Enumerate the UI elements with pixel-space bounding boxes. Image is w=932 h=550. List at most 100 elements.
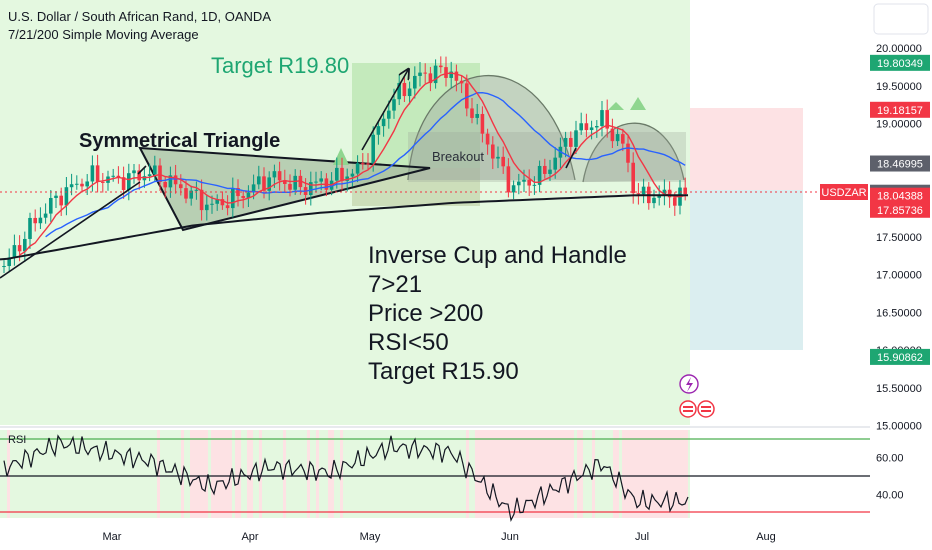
candle-body bbox=[491, 144, 495, 159]
flag-stripe-icon-3 bbox=[701, 406, 711, 408]
sma200-line bbox=[0, 194, 688, 261]
candle-body bbox=[589, 127, 594, 131]
price-badge-level bbox=[870, 155, 930, 172]
candle-body bbox=[454, 71, 459, 81]
time-tick-label: Apr bbox=[241, 531, 258, 543]
candle-body bbox=[64, 187, 69, 206]
candle-body bbox=[153, 165, 157, 175]
candle-body bbox=[413, 75, 417, 89]
neckline-band bbox=[408, 132, 686, 182]
candle-body bbox=[439, 65, 443, 68]
profit-target-zone bbox=[690, 190, 803, 350]
candle-body bbox=[366, 163, 370, 165]
price-tick-label: 17.50000 bbox=[876, 232, 922, 244]
candle-body bbox=[12, 245, 17, 258]
note-line-2: 7>21 bbox=[368, 271, 422, 298]
candle-body bbox=[33, 217, 37, 224]
flag-stripe-icon bbox=[683, 406, 693, 408]
candle-body bbox=[283, 180, 287, 184]
candle-body bbox=[543, 165, 547, 174]
note-line-4: RSI<50 bbox=[368, 329, 449, 356]
candle-body bbox=[147, 174, 152, 177]
candle-body bbox=[246, 192, 251, 198]
candle-body bbox=[314, 181, 318, 183]
candle-body bbox=[641, 186, 646, 195]
candle-body bbox=[407, 88, 412, 97]
candle-body bbox=[7, 257, 11, 267]
candle-body bbox=[132, 170, 136, 174]
candle-body bbox=[537, 165, 542, 185]
rsi-tick-label: 60.00 bbox=[876, 453, 904, 465]
price-badge-label: 18.46995 bbox=[877, 159, 923, 171]
candle-body bbox=[506, 166, 511, 193]
candle-body bbox=[49, 197, 53, 214]
handle-peak-marker-2 bbox=[630, 97, 646, 110]
candle-body bbox=[257, 176, 261, 185]
candle-body bbox=[335, 167, 339, 181]
candle-body bbox=[210, 203, 214, 205]
candle-body bbox=[631, 162, 635, 194]
candle-body bbox=[179, 184, 183, 189]
price-tick-label: 20.00000 bbox=[876, 43, 922, 55]
price-tick-label: 16.50000 bbox=[876, 307, 922, 319]
chart-title: U.S. Dollar / South African Rand, 1D, OA… bbox=[8, 9, 271, 24]
uptrend-line bbox=[0, 181, 141, 279]
price-badge-label: 18.04388 bbox=[877, 191, 923, 203]
candle-body bbox=[173, 175, 178, 185]
note-line-3: Price >200 bbox=[368, 300, 483, 327]
candle-body bbox=[569, 137, 573, 147]
flag-stripe-icon-4 bbox=[701, 410, 711, 412]
candle-body bbox=[262, 176, 266, 191]
candle-body bbox=[189, 190, 193, 199]
price-axis: 20.0000019.5000019.0000018.5000018.00000… bbox=[876, 43, 922, 433]
inverse-cup-shape bbox=[408, 75, 575, 180]
rsi-bearish-band bbox=[613, 430, 619, 518]
candle-body bbox=[465, 83, 469, 109]
candle-body bbox=[511, 185, 516, 193]
candle-body bbox=[69, 184, 74, 188]
candle-body bbox=[236, 188, 240, 197]
price-badge-label: 19.80349 bbox=[877, 58, 923, 70]
candle-body bbox=[267, 177, 271, 191]
candle-body bbox=[111, 175, 115, 177]
breakout-label: Breakout bbox=[432, 149, 484, 164]
candle-body bbox=[90, 165, 95, 182]
candle-body bbox=[387, 110, 391, 119]
candle-body bbox=[199, 189, 204, 211]
chart-settings-widget[interactable] bbox=[873, 3, 929, 35]
price-badges: 19.8034919.1815718.4699518.0832718.04388… bbox=[870, 54, 930, 365]
rsi-bearish-band bbox=[577, 430, 583, 518]
time-axis: Mar Apr May Jun Jul Aug bbox=[103, 531, 776, 543]
candle-body bbox=[59, 195, 63, 206]
candle-body bbox=[615, 134, 620, 142]
candle-body bbox=[272, 171, 277, 178]
handle-peak-marker bbox=[608, 102, 624, 110]
candle-body bbox=[480, 113, 485, 134]
us-flag-event-icon[interactable] bbox=[679, 400, 697, 418]
rsi-line bbox=[3, 434, 689, 522]
candle-body bbox=[350, 173, 355, 177]
candle-body bbox=[433, 65, 438, 84]
candle-body bbox=[241, 196, 245, 198]
breakout-arrow bbox=[361, 70, 408, 151]
candle-body bbox=[610, 128, 615, 142]
candle-body bbox=[621, 134, 625, 144]
handle-tick-mark bbox=[565, 147, 577, 169]
rsi-bearish-band bbox=[340, 430, 343, 518]
note-line-5: Target R15.90 bbox=[368, 358, 519, 385]
candle-body bbox=[158, 165, 162, 182]
candle-body bbox=[584, 123, 589, 131]
candle-body bbox=[496, 156, 500, 159]
candle-body bbox=[43, 213, 48, 218]
us-flag-event-icon-back[interactable] bbox=[697, 400, 715, 418]
candle-body bbox=[595, 126, 599, 128]
candle-body bbox=[605, 110, 609, 129]
triangle-label: Symmetrical Triangle bbox=[79, 130, 280, 152]
candle-body bbox=[168, 175, 173, 188]
time-tick-label: Mar bbox=[103, 531, 122, 543]
price-tick-label: 15.00000 bbox=[876, 421, 922, 433]
rsi-bearish-band bbox=[190, 430, 208, 518]
rsi-bearish-band bbox=[466, 430, 469, 518]
price-tick-label: 15.50000 bbox=[876, 383, 922, 395]
